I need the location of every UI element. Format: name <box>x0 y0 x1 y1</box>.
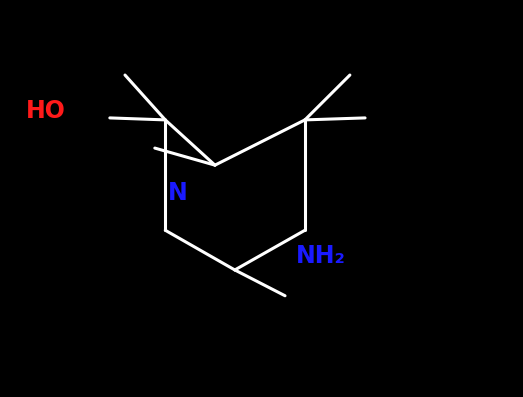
Text: HO: HO <box>26 99 65 123</box>
Text: N: N <box>168 181 188 204</box>
Text: NH₂: NH₂ <box>295 244 345 268</box>
